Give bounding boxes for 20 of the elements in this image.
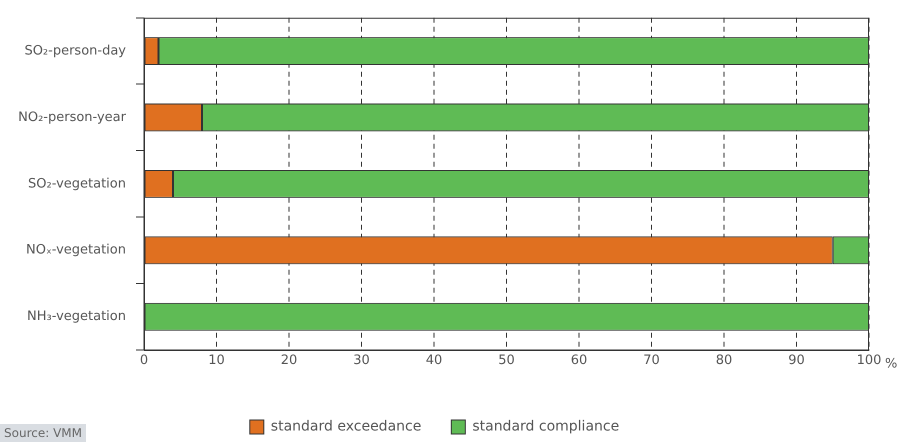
y-tick-label: NO₂-person-year	[18, 110, 127, 125]
x-tick-label: 60	[570, 353, 588, 368]
x-tick-label: 100	[856, 353, 882, 368]
x-tick-label: 10	[208, 353, 225, 368]
x-tick-label: 50	[498, 353, 515, 368]
y-tick-label: NH₃-vegetation	[27, 309, 126, 324]
x-tick-label: 90	[788, 353, 805, 368]
y-tick-label: SO₂-person-day	[24, 43, 126, 58]
source-note: Source: VMM	[0, 424, 86, 442]
x-tick-label: 30	[353, 353, 370, 368]
x-tick-label: 0	[140, 353, 148, 368]
y-tick-label: NOₓ-vegetation	[26, 242, 126, 258]
y-tick-label: SO₂-vegetation	[28, 176, 126, 192]
x-tick-label: 40	[426, 353, 442, 368]
x-axis-title: %	[885, 356, 898, 372]
legend-label: standard exceedance	[270, 418, 422, 435]
x-tick-label: 80	[716, 353, 732, 368]
legend-label: standard compliance	[472, 418, 620, 435]
x-tick-label: 20	[280, 353, 298, 368]
x-tick-label: 70	[643, 353, 660, 368]
